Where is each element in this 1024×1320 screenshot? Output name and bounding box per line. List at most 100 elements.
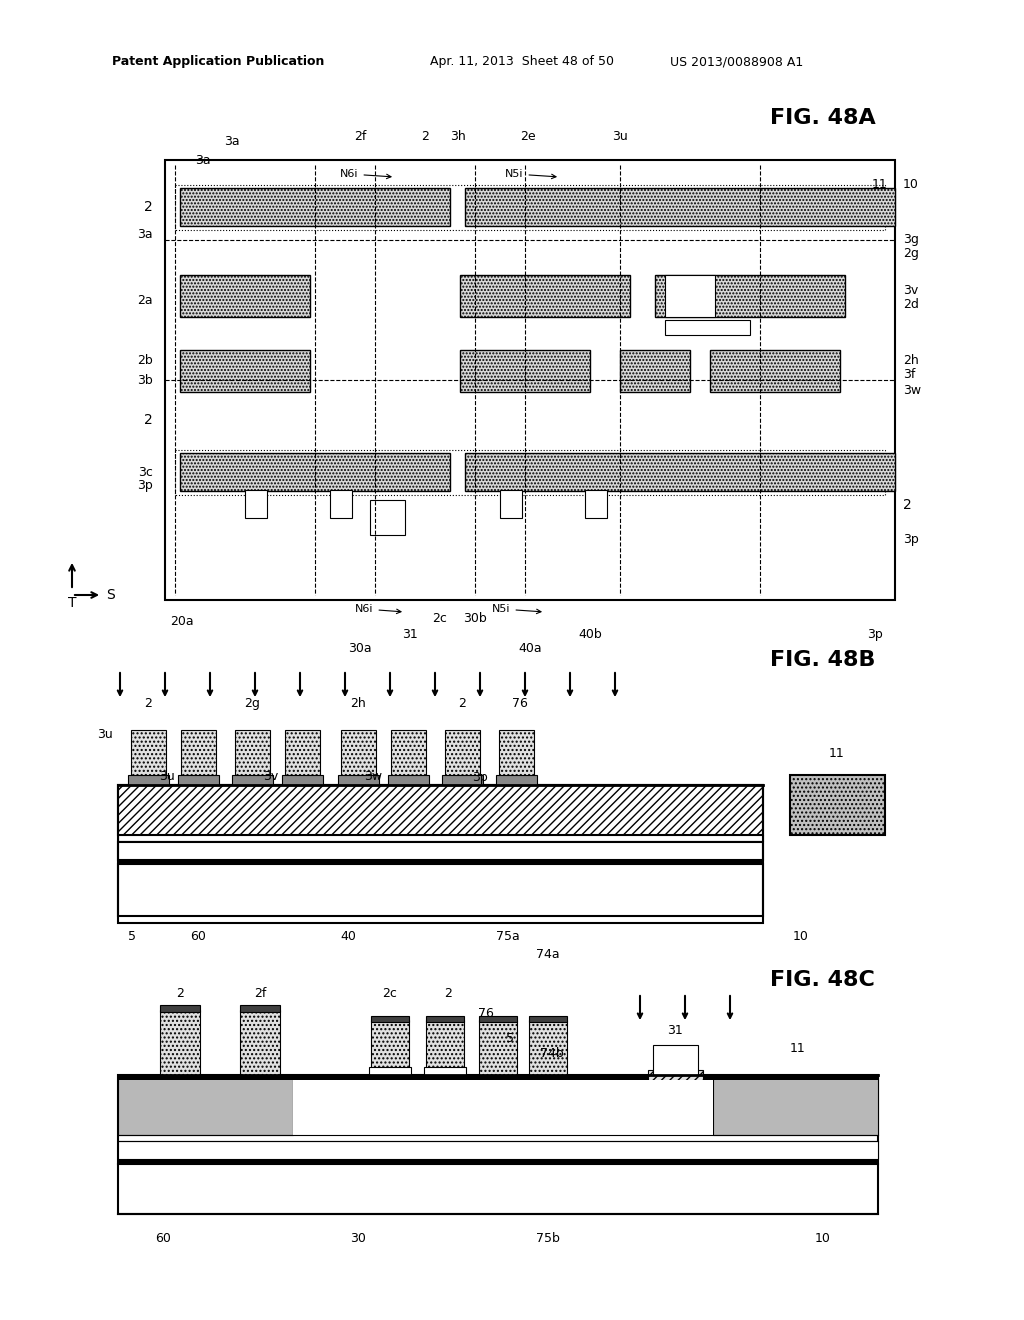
Text: 2: 2 (144, 413, 153, 426)
Text: 2: 2 (444, 987, 452, 1001)
Bar (445, 730, 480, 785)
Text: 60: 60 (190, 931, 206, 942)
Bar (465, 453, 895, 491)
Bar (665, 319, 750, 335)
Bar (460, 275, 630, 317)
Text: 3u: 3u (97, 729, 113, 742)
Text: 3b: 3b (137, 374, 153, 387)
Text: 75b: 75b (536, 1232, 560, 1245)
Bar (180, 453, 450, 491)
Bar (585, 490, 607, 517)
Text: 2f: 2f (254, 987, 266, 1001)
Text: Apr. 11, 2013  Sheet 48 of 50: Apr. 11, 2013 Sheet 48 of 50 (430, 55, 614, 69)
Text: 2e: 2e (520, 129, 536, 143)
Bar (118, 1074, 878, 1080)
Bar (118, 842, 763, 861)
Text: 3p: 3p (903, 533, 919, 546)
Bar (165, 160, 895, 601)
Text: 3h: 3h (451, 129, 466, 143)
Text: 2c: 2c (383, 987, 397, 1001)
Text: 2a: 2a (137, 293, 153, 306)
Text: 2: 2 (144, 201, 153, 214)
Bar (713, 1074, 878, 1135)
Text: 2g: 2g (903, 248, 919, 260)
Text: Patent Application Publication: Patent Application Publication (112, 55, 325, 69)
Text: 40: 40 (340, 931, 356, 942)
Bar (426, 1020, 464, 1074)
Text: 10: 10 (793, 931, 809, 942)
Bar (330, 490, 352, 517)
Text: 11: 11 (791, 1041, 806, 1055)
Bar (234, 730, 270, 785)
Text: 3v: 3v (263, 771, 278, 784)
Bar (232, 775, 273, 785)
Text: 2: 2 (144, 697, 152, 710)
Text: 10: 10 (815, 1232, 830, 1245)
Bar (118, 865, 763, 916)
Bar (460, 350, 590, 392)
Text: 10: 10 (903, 178, 919, 191)
Text: 75a: 75a (496, 931, 520, 942)
Text: 3w: 3w (364, 771, 382, 784)
Text: 30a: 30a (348, 642, 372, 655)
Bar (293, 1080, 713, 1135)
Bar (118, 1074, 878, 1214)
Text: 3u: 3u (160, 771, 175, 784)
Text: 3a: 3a (224, 135, 240, 148)
Bar (341, 730, 376, 785)
Text: 2: 2 (421, 129, 429, 143)
Bar (665, 275, 715, 317)
Bar (245, 490, 267, 517)
Text: 76: 76 (478, 1007, 494, 1020)
Text: 30: 30 (350, 1232, 366, 1245)
Text: 40a: 40a (518, 642, 542, 655)
Text: 11: 11 (871, 178, 887, 191)
Bar (118, 836, 763, 841)
Text: 30b: 30b (463, 612, 486, 624)
Bar (500, 490, 522, 517)
Bar (388, 775, 429, 785)
Text: N6i: N6i (340, 169, 391, 180)
Bar (180, 275, 310, 317)
Text: 2c: 2c (432, 612, 447, 624)
Text: 2d: 2d (903, 298, 919, 312)
Text: 3p: 3p (867, 628, 883, 642)
Bar (128, 775, 169, 785)
Bar (465, 187, 895, 226)
Bar (529, 1020, 567, 1074)
Text: 3f: 3f (903, 368, 915, 381)
Bar (180, 350, 310, 392)
Bar (620, 350, 690, 392)
Bar (160, 1010, 200, 1074)
Text: 11: 11 (829, 747, 845, 760)
Bar (118, 785, 763, 923)
Text: S: S (106, 587, 115, 602)
Text: 5: 5 (506, 1032, 514, 1045)
Text: 2: 2 (176, 987, 184, 1001)
Text: 5: 5 (128, 931, 136, 942)
Bar (371, 1016, 409, 1022)
Bar (790, 775, 885, 836)
Bar (369, 1067, 411, 1074)
Text: 3u: 3u (612, 129, 628, 143)
Text: 3a: 3a (137, 228, 153, 242)
Bar (180, 187, 450, 226)
Text: 40b: 40b (579, 628, 602, 642)
Text: 74a: 74a (537, 948, 560, 961)
Text: 3p: 3p (137, 479, 153, 491)
Text: N5i: N5i (505, 169, 556, 180)
Text: 76: 76 (512, 697, 528, 710)
Bar (181, 730, 216, 785)
Bar (118, 1159, 878, 1164)
Bar (131, 730, 166, 785)
Text: 3c: 3c (138, 466, 153, 479)
Text: N6i: N6i (355, 605, 401, 614)
Text: 3w: 3w (903, 384, 922, 396)
Text: 3v: 3v (903, 284, 919, 297)
Bar (240, 1005, 280, 1012)
Bar (175, 185, 885, 230)
Bar (529, 1016, 567, 1022)
Bar (118, 1074, 293, 1135)
Bar (496, 775, 537, 785)
Text: T: T (68, 597, 76, 610)
